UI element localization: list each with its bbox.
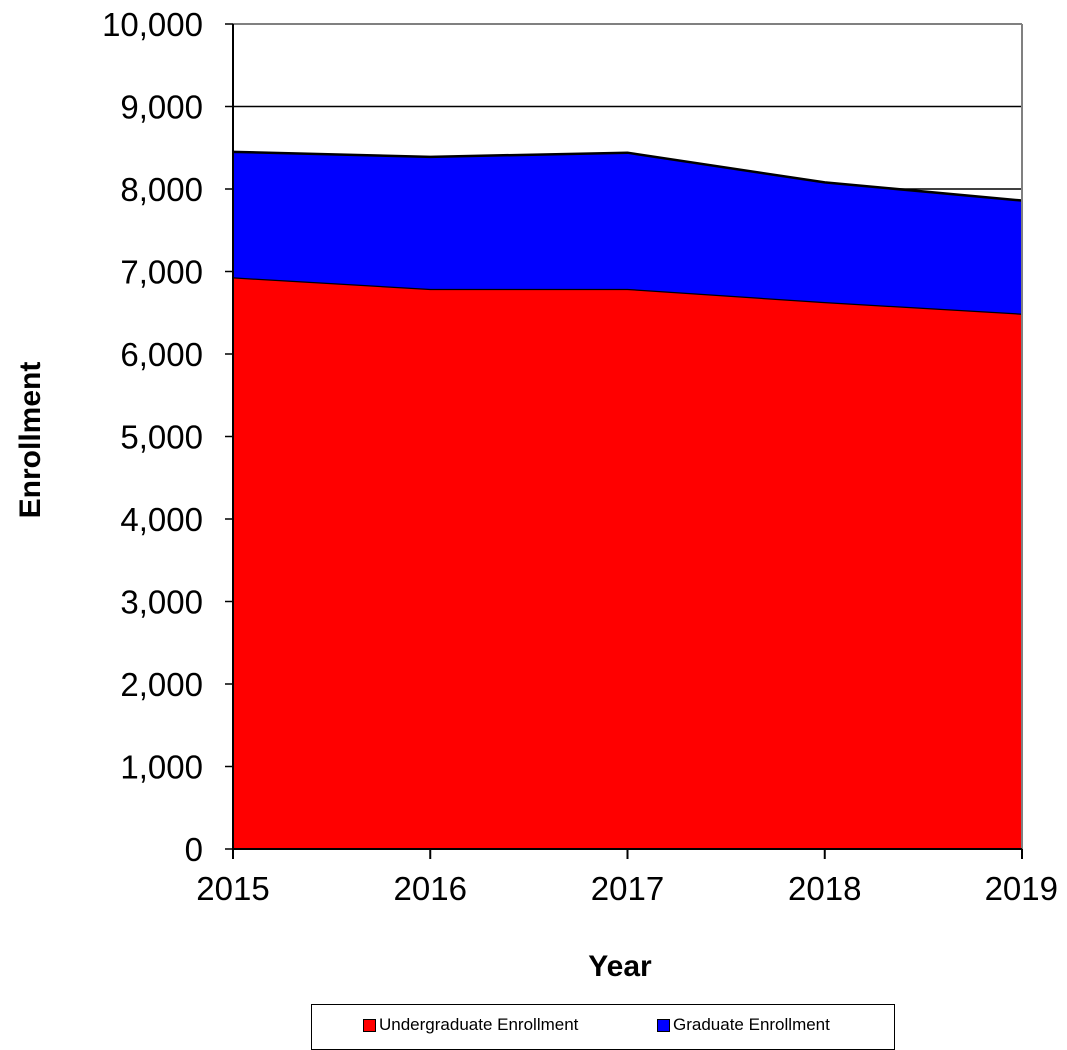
y-tick-label: 1,000 (120, 749, 203, 786)
y-tick-label: 2,000 (120, 666, 203, 703)
x-tick-labels: 2015 2016 2017 2018 2019 (196, 870, 1058, 907)
y-axis-title: Enrollment (14, 362, 47, 519)
area-outline-graduate (232, 150, 1023, 202)
legend-swatch-graduate (657, 1018, 670, 1032)
y-tick-label: 10,000 (102, 6, 203, 43)
legend-item-graduate: Graduate Enrollment (657, 1015, 830, 1035)
y-tick-label: 0 (185, 831, 203, 868)
y-tick-label: 5,000 (120, 419, 203, 456)
legend-label-graduate: Graduate Enrollment (673, 1015, 830, 1034)
x-axis-title: Year (588, 950, 652, 983)
legend: Undergraduate Enrollment Graduate Enroll… (311, 1004, 895, 1050)
x-tick-label: 2019 (985, 870, 1058, 907)
y-tick-label: 4,000 (120, 501, 203, 538)
axes (225, 23, 1023, 859)
data-areas (232, 150, 1023, 849)
area-series-graduate (233, 151, 1022, 314)
legend-swatch-undergraduate (363, 1018, 376, 1032)
y-tick-labels: 0 1,000 2,000 3,000 4,000 5,000 6,000 7,000 8,00… (102, 6, 203, 868)
x-tick-label: 2018 (788, 870, 861, 907)
y-tick-label: 6,000 (120, 336, 203, 373)
legend-item-undergraduate: Undergraduate Enrollment (363, 1015, 578, 1035)
y-tick-label: 3,000 (120, 584, 203, 621)
x-tick-label: 2017 (591, 870, 664, 907)
y-tick-label: 8,000 (120, 171, 203, 208)
x-tick-label: 2015 (196, 870, 269, 907)
x-tick-label: 2016 (394, 870, 467, 907)
legend-label-undergraduate: Undergraduate Enrollment (379, 1015, 579, 1034)
y-tick-label: 9,000 (120, 89, 203, 126)
y-tick-label: 7,000 (120, 254, 203, 291)
area-series-undergraduate (233, 277, 1022, 849)
